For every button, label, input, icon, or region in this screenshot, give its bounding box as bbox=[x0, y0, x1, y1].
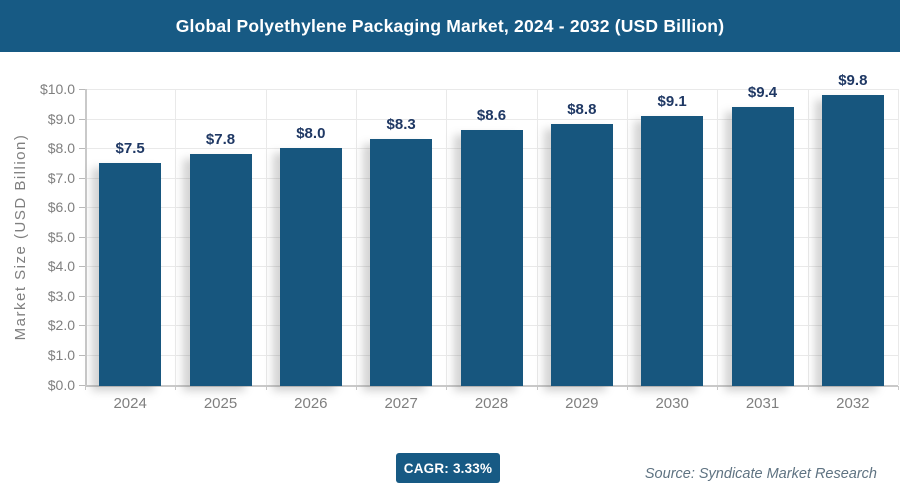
y-tick-label: $3.0 bbox=[47, 287, 75, 304]
v-gridline bbox=[265, 89, 267, 385]
v-gridline bbox=[717, 89, 719, 385]
y-tick-mark bbox=[79, 177, 85, 179]
y-tick-label: $5.0 bbox=[47, 228, 75, 245]
bar-2024 bbox=[99, 162, 162, 386]
x-tick-label: 2030 bbox=[655, 395, 689, 412]
x-tick-mark bbox=[807, 386, 809, 390]
y-tick-label: $7.0 bbox=[47, 169, 75, 186]
bar-value-label: $9.1 bbox=[657, 92, 687, 110]
v-gridline bbox=[175, 89, 177, 385]
y-tick-mark bbox=[79, 236, 85, 238]
y-tick-label: $10.0 bbox=[39, 81, 75, 97]
x-tick-label: 2029 bbox=[565, 395, 599, 412]
source-attribution: Source: Syndicate Market Research bbox=[644, 466, 877, 482]
bar-2029 bbox=[550, 124, 613, 386]
y-tick-label: $9.0 bbox=[47, 110, 75, 127]
y-tick-label: $0.0 bbox=[47, 376, 75, 393]
y-tick-label: $1.0 bbox=[47, 346, 75, 363]
v-gridline bbox=[356, 89, 357, 385]
x-tick-mark bbox=[627, 386, 628, 390]
x-tick-label: 2026 bbox=[294, 395, 328, 412]
y-tick-mark bbox=[79, 325, 85, 327]
bar-value-label: $7.8 bbox=[205, 131, 236, 148]
bar-2026 bbox=[279, 148, 342, 386]
bar-2032 bbox=[821, 94, 884, 386]
v-gridline bbox=[807, 89, 809, 385]
y-axis-title: Market Size (USD Billion) bbox=[12, 133, 29, 341]
h-gridline bbox=[85, 118, 898, 120]
x-tick-label: 2028 bbox=[474, 395, 509, 412]
bar-value-label: $8.8 bbox=[567, 101, 597, 119]
y-tick-label: $4.0 bbox=[47, 258, 75, 275]
x-tick-mark bbox=[536, 386, 538, 390]
v-gridline bbox=[898, 89, 899, 385]
x-tick-label: 2025 bbox=[203, 395, 238, 412]
x-tick-mark bbox=[717, 386, 719, 390]
y-tick-label: $8.0 bbox=[47, 140, 75, 157]
x-tick-mark bbox=[898, 386, 899, 390]
bar-value-label: $9.8 bbox=[838, 71, 868, 89]
bar-2027 bbox=[370, 139, 433, 386]
y-tick-mark bbox=[79, 89, 85, 90]
chart-title: Global Polyethylene Packaging Market, 20… bbox=[175, 15, 725, 36]
x-tick-label: 2031 bbox=[745, 395, 780, 412]
y-tick-mark bbox=[79, 295, 85, 297]
x-tick-mark bbox=[446, 386, 448, 390]
bar-2028 bbox=[460, 130, 523, 386]
v-gridline bbox=[627, 89, 628, 385]
y-axis-line bbox=[85, 89, 87, 386]
bar-value-label: $7.5 bbox=[115, 139, 145, 157]
h-gridline bbox=[85, 89, 898, 90]
x-tick-mark bbox=[356, 386, 357, 390]
cagr-badge: CAGR: 3.33% bbox=[396, 453, 500, 483]
bar-value-label: $8.3 bbox=[386, 116, 416, 134]
y-tick-mark bbox=[79, 354, 85, 356]
y-tick-mark bbox=[79, 118, 85, 120]
x-tick-label: 2027 bbox=[384, 395, 418, 412]
y-tick-label: $6.0 bbox=[47, 199, 75, 216]
y-tick-mark bbox=[79, 207, 85, 209]
x-tick-mark bbox=[265, 386, 267, 390]
bar-2025 bbox=[189, 154, 252, 386]
bar-value-label: $8.0 bbox=[296, 125, 326, 143]
y-tick-label: $2.0 bbox=[47, 317, 75, 334]
bar-2031 bbox=[731, 106, 794, 386]
y-tick-mark bbox=[79, 148, 85, 150]
x-tick-label: 2024 bbox=[113, 395, 147, 412]
bar-value-label: $9.4 bbox=[747, 83, 778, 101]
v-gridline bbox=[536, 89, 538, 385]
y-tick-mark bbox=[79, 266, 85, 268]
bar-value-label: $8.6 bbox=[476, 107, 507, 125]
x-tick-label: 2032 bbox=[836, 395, 870, 412]
y-tick-mark bbox=[79, 384, 85, 386]
v-gridline bbox=[446, 89, 448, 385]
chart-title-bar: Global Polyethylene Packaging Market, 20… bbox=[0, 0, 900, 52]
bar-2030 bbox=[641, 115, 704, 386]
x-tick-mark bbox=[175, 386, 177, 390]
x-tick-mark bbox=[85, 386, 86, 390]
